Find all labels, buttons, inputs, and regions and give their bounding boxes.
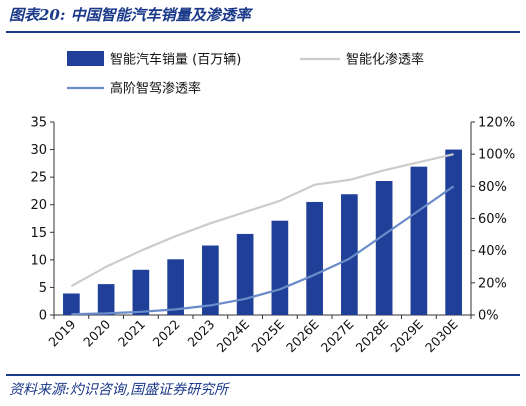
x-tick-label: 2021 xyxy=(115,317,148,350)
y-left-tick-label: 30 xyxy=(30,143,47,158)
y-right-tick-label: 60% xyxy=(478,212,507,227)
smart-penetration-line xyxy=(70,153,454,288)
bar xyxy=(306,201,323,315)
chart-title: 图表20: 中国智能汽车销量及渗透率 xyxy=(9,4,251,25)
x-tick-label: 2024E xyxy=(214,316,253,355)
y-left-tick-label: 35 xyxy=(30,116,47,131)
y-left-tick-label: 0 xyxy=(39,309,47,324)
x-tick-label: 2030E xyxy=(422,316,461,355)
legend-swatch-sales xyxy=(67,51,104,66)
bar xyxy=(202,245,219,315)
source-note: 资料来源:灼识咨询,国盛证券研究所 xyxy=(9,382,229,398)
y-left-tick-label: 20 xyxy=(30,198,47,213)
y-left-tick-label: 15 xyxy=(30,226,47,241)
bar xyxy=(410,166,428,315)
bar xyxy=(375,181,393,315)
y-right-tick-label: 20% xyxy=(478,276,507,291)
bar xyxy=(341,194,358,315)
y-right-tick-label: 0% xyxy=(478,309,499,324)
bar xyxy=(97,284,115,315)
y-left-tick-label: 10 xyxy=(30,253,47,268)
x-tick-label: 2027E xyxy=(318,316,357,355)
x-tick-label: 2029E xyxy=(387,316,426,355)
y-left-tick-label: 25 xyxy=(30,171,47,186)
bar-series xyxy=(63,149,462,315)
bar xyxy=(167,259,184,315)
title-text: 中国智能汽车销量及渗透率 xyxy=(70,6,251,24)
y-right-tick-label: 40% xyxy=(478,244,507,259)
bottom-divider xyxy=(6,374,520,376)
bar xyxy=(271,220,289,315)
x-tick-label: 2019 xyxy=(45,316,78,349)
x-tick-label: 2025E xyxy=(248,316,287,355)
y-left-tick-label: 5 xyxy=(39,281,47,296)
x-tick-label: 2028E xyxy=(353,316,392,355)
y-right-tick-label: 80% xyxy=(478,180,507,195)
top-divider xyxy=(6,31,520,33)
figure-label: 图表20: xyxy=(9,6,66,24)
legend-label-sales: 智能汽车销量 (百万辆) xyxy=(110,52,241,68)
bar xyxy=(445,149,462,315)
x-tick-label: 2020 xyxy=(80,316,113,349)
x-tick-label: 2022 xyxy=(150,317,183,350)
y-right-tick-label: 100% xyxy=(478,148,515,163)
bar xyxy=(132,269,150,315)
adas-penetration-line xyxy=(71,185,455,316)
legend-label-smart: 智能化渗透率 xyxy=(346,52,424,68)
line-series xyxy=(70,153,455,316)
legend-label-adas: 高阶智驾渗透率 xyxy=(110,81,201,97)
y-right-tick-label: 120% xyxy=(478,116,515,131)
bar xyxy=(236,233,254,315)
bar xyxy=(63,293,80,315)
x-tick-label: 2026E xyxy=(283,316,322,355)
